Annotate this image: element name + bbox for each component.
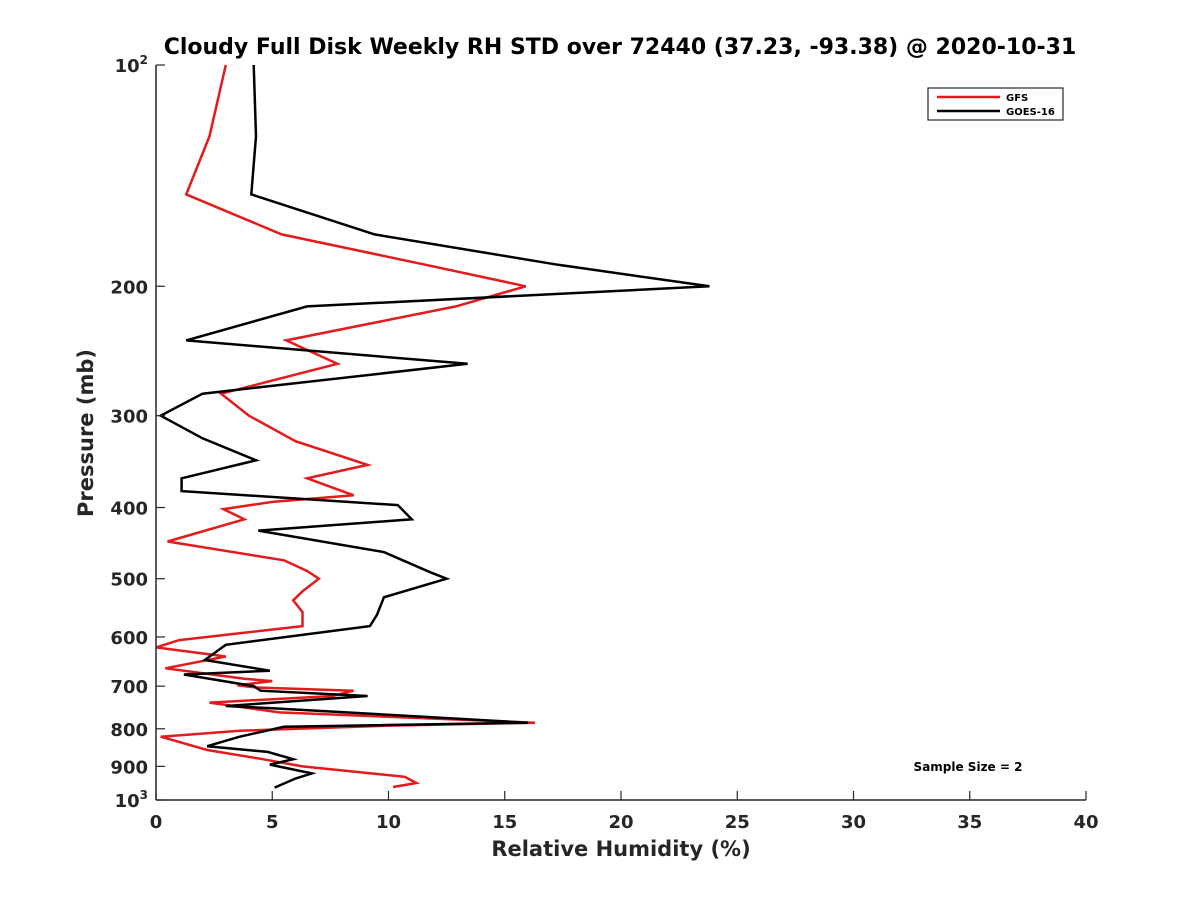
y-ticks: 102 200 300 400 500 600 700 800 900 103 [110, 53, 165, 812]
y-tick-label: 900 [110, 757, 148, 778]
y-axis-label: Pressure (mb) [74, 349, 98, 517]
x-tick-label: 30 [841, 812, 866, 833]
x-tick-label: 10 [376, 812, 401, 833]
y-tick-label: 200 [110, 277, 148, 298]
x-tick-label: 35 [957, 812, 982, 833]
y-tick-label: 700 [110, 677, 148, 698]
x-tick-label: 5 [266, 812, 279, 833]
y-tick-label: 300 [110, 407, 148, 428]
x-tick-label: 20 [608, 812, 633, 833]
legend-label-gfs: GFS [1006, 93, 1028, 104]
series-layer [155, 64, 710, 789]
chart-title: Cloudy Full Disk Weekly RH STD over 7244… [164, 35, 1077, 60]
x-tick-label: 0 [150, 812, 163, 833]
x-axis-label: Relative Humidity (%) [491, 837, 750, 861]
y-tick-label: 400 [110, 499, 148, 520]
x-tick-label: 25 [725, 812, 750, 833]
y-tick-label: 600 [110, 628, 148, 649]
legend-box [927, 87, 1064, 121]
y-tick-label: 500 [110, 570, 148, 591]
sample-size-annotation: Sample Size = 2 [914, 760, 1023, 774]
legend-label-goes16: GOES-16 [1006, 107, 1055, 118]
legend: GFS GOES-16 [927, 87, 1064, 121]
y-tick-label: 800 [110, 720, 148, 741]
x-ticks: 0 5 10 15 20 25 30 35 40 [150, 791, 1099, 833]
y-tick-label: 102 [115, 53, 148, 77]
series-line-goes-16 [158, 64, 710, 789]
plot-background [156, 65, 1086, 800]
x-tick-label: 40 [1073, 812, 1098, 833]
x-tick-label: 15 [492, 812, 517, 833]
plot-area: 0 5 10 15 20 25 30 35 40 102 200 300 400 500 600 700 80… [110, 53, 1098, 833]
y-tick-label: 103 [115, 788, 148, 812]
